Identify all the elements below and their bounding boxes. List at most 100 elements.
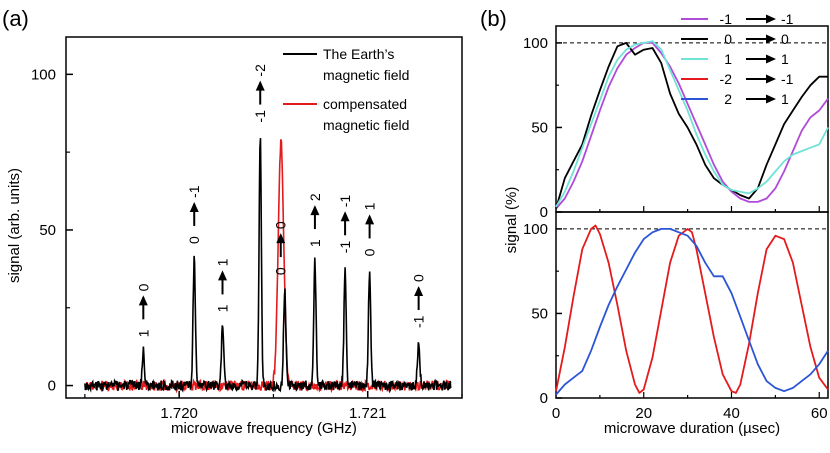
- legend-arrow-3: [746, 74, 776, 84]
- legend-label-earth-line1: The Earth’s: [323, 46, 394, 62]
- y-tick-label: 0: [540, 204, 548, 221]
- transition-arrow: [310, 205, 320, 230]
- transition-label-6: -1 -1: [337, 195, 353, 254]
- transition-arrow: [340, 211, 350, 236]
- transition-arrow-head: [218, 270, 228, 281]
- transition-label-8: -1 0: [411, 274, 427, 328]
- y-tick-label: 100: [31, 66, 56, 83]
- transition-to-label: 0: [273, 267, 289, 275]
- transition-arrow-head: [310, 205, 320, 216]
- y-axis-label: signal (%): [503, 187, 520, 254]
- series-line-1-to-1: [555, 40, 829, 208]
- legend-arrow-0: [746, 14, 776, 24]
- series-earth-field-line: [84, 138, 452, 394]
- x-tick-label: 1.721: [349, 405, 387, 422]
- legend-to-0: -1: [781, 11, 794, 27]
- panel-label-b: (b): [480, 6, 507, 31]
- transition-label-5: 12: [307, 193, 323, 247]
- transition-label-3: -1 -2: [252, 64, 268, 123]
- legend-from-0: -1: [720, 11, 733, 27]
- transition-label-7: 01: [362, 202, 378, 256]
- y-tick-label: 100: [523, 35, 548, 52]
- legend-from-3: -2: [720, 71, 733, 87]
- transition-arrow: [255, 80, 265, 105]
- transition-label-4: 00: [273, 221, 289, 275]
- transition-to-label: -1: [411, 315, 427, 328]
- x-axis-label: microwave frequency (GHz): [171, 420, 357, 437]
- panel-label-a: (a): [2, 6, 29, 31]
- series-line--2-to--1: [555, 224, 829, 394]
- transition-label-0: 10: [135, 283, 151, 337]
- legend-to-2: 1: [781, 51, 789, 67]
- legend-arrow-1: [746, 34, 776, 44]
- x-tick-label: 40: [723, 405, 740, 422]
- transition-arrow-head: [276, 233, 286, 244]
- x-tick-label: 20: [635, 405, 652, 422]
- legend-from-1: 0: [724, 31, 732, 47]
- legend-arrow-4-head: [766, 94, 776, 104]
- legend-to-3: -1: [781, 71, 794, 87]
- transition-arrow: [276, 233, 286, 258]
- series-line--1-to--1: [555, 42, 829, 210]
- series-compensated-line: [84, 139, 452, 394]
- transition-label-2: 11: [215, 258, 231, 312]
- transition-from-label: -1: [186, 185, 202, 198]
- legend-label-compensated-line2: magnetic field: [323, 117, 409, 133]
- transition-arrow: [365, 214, 375, 239]
- transition-to-label: 1: [215, 304, 231, 312]
- y-tick-label: 50: [39, 222, 56, 239]
- transition-to-label: -1: [337, 241, 353, 254]
- transition-from-label: 1: [215, 258, 231, 266]
- transition-to-label: 0: [186, 236, 202, 244]
- legend-arrow-2-head: [766, 54, 776, 64]
- transition-from-label: -2: [252, 64, 268, 77]
- transition-from-label: 2: [307, 193, 323, 201]
- transition-from-label: 0: [273, 221, 289, 229]
- transition-arrow-head: [255, 80, 265, 91]
- transition-from-label: -1: [337, 195, 353, 208]
- legend-a: The Earth’s magnetic field compensated magn…: [283, 46, 409, 133]
- legend-arrow-0-head: [766, 14, 776, 24]
- transition-to-label: 1: [135, 329, 151, 337]
- legend-to-4: 1: [781, 91, 789, 107]
- transition-arrow: [138, 295, 148, 320]
- y-tick-label: 100: [523, 221, 548, 238]
- legend-arrow-3-head: [766, 74, 776, 84]
- legend-label-earth-line2: magnetic field: [323, 67, 409, 83]
- transition-from-label: 0: [135, 283, 151, 291]
- legend-arrow-1-head: [766, 34, 776, 44]
- transition-from-label: 0: [411, 274, 427, 282]
- legend-b: -1 -1 0 0 1 1 -2 -1 2 1: [681, 11, 794, 107]
- x-axis-label: microwave duration (µsec): [604, 420, 780, 437]
- transition-arrow: [189, 201, 199, 226]
- transition-arrow-head: [189, 201, 199, 212]
- x-tick-label: 0: [552, 405, 560, 422]
- transition-to-label: -1: [252, 110, 268, 123]
- x-tick-label: 60: [811, 405, 828, 422]
- transition-to-label: 0: [362, 248, 378, 256]
- legend-label-compensated-line1: compensated: [323, 96, 407, 112]
- legend-from-4: 2: [724, 91, 732, 107]
- y-axis-label: signal (arb. units): [6, 168, 23, 283]
- transition-arrow: [414, 285, 424, 310]
- transition-from-label: 1: [362, 202, 378, 210]
- transition-label-1: 0 -1: [186, 185, 202, 244]
- y-tick-label: 50: [531, 119, 548, 136]
- transition-arrow-head: [365, 214, 375, 225]
- y-tick-label: 0: [540, 390, 548, 407]
- legend-arrow-2: [746, 54, 776, 64]
- plot-b-lower: 0 50 100 0 20 40 60 microwave duration (µsec): [523, 211, 829, 437]
- transition-arrow-head: [340, 211, 350, 222]
- series-line-0-to-0: [555, 42, 828, 209]
- legend-to-1: 0: [781, 31, 789, 47]
- y-tick-label: 50: [531, 305, 548, 322]
- legend-from-2: 1: [724, 51, 732, 67]
- plot-b-bot-frame: [555, 211, 829, 399]
- transition-to-label: 1: [307, 239, 323, 247]
- x-tick-label: 1.720: [160, 405, 198, 422]
- series-line-2-to-1: [555, 228, 829, 396]
- plot-a-frame: [65, 36, 463, 399]
- transition-arrow-head: [414, 285, 424, 296]
